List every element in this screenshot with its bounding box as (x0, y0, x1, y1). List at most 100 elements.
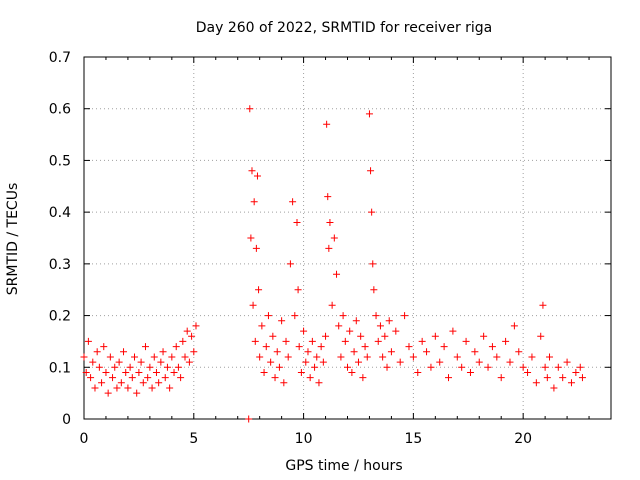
data-point (278, 317, 286, 325)
data-point (368, 208, 376, 216)
data-point (337, 353, 345, 361)
data-point (109, 374, 117, 382)
data-point (87, 374, 95, 382)
data-point (100, 343, 108, 351)
data-point (84, 337, 92, 345)
x-axis-label: GPS time / hours (285, 458, 402, 474)
data-point (190, 348, 198, 356)
data-point (282, 337, 290, 345)
data-point (497, 374, 505, 382)
data-point (245, 415, 253, 423)
data-point (135, 368, 143, 376)
data-point (325, 244, 333, 252)
data-point (319, 358, 327, 366)
y-tick-label: 0.3 (49, 257, 71, 273)
data-point (260, 368, 268, 376)
data-point (120, 348, 128, 356)
data-point (381, 332, 389, 340)
data-point (431, 332, 439, 340)
data-point (252, 244, 260, 252)
data-point (359, 374, 367, 382)
data-point (128, 374, 136, 382)
data-point (323, 120, 331, 128)
data-point (414, 368, 422, 376)
data-point (246, 105, 254, 113)
y-tick-label: 0.7 (49, 50, 71, 66)
data-point (392, 327, 400, 335)
data-point (256, 353, 264, 361)
data-point (157, 358, 165, 366)
data-point (152, 368, 160, 376)
data-point (383, 363, 391, 371)
y-tick-label: 0.2 (49, 309, 71, 325)
data-point (255, 286, 263, 294)
data-point (271, 374, 279, 382)
data-point (352, 317, 360, 325)
data-point (379, 353, 387, 361)
data-point (502, 337, 510, 345)
data-point (546, 353, 554, 361)
data-point (440, 343, 448, 351)
data-point (396, 358, 404, 366)
data-point (111, 363, 119, 371)
data-point (409, 353, 417, 361)
data-point (258, 322, 266, 330)
data-point (133, 389, 141, 397)
data-point (324, 193, 332, 201)
data-point (113, 384, 121, 392)
data-point (249, 301, 257, 309)
data-point (532, 379, 540, 387)
data-point (475, 358, 483, 366)
data-point (148, 384, 156, 392)
data-point (339, 312, 347, 320)
data-point (139, 379, 147, 387)
data-point (387, 348, 395, 356)
data-point (150, 353, 158, 361)
data-point (172, 343, 180, 351)
data-point (572, 368, 580, 376)
data-point (401, 312, 409, 320)
data-point (576, 363, 584, 371)
data-point (445, 374, 453, 382)
tick-layer: 0 0.1 0.2 0.3 0.4 0.5 0.6 0.7 0 5 10 15 20 (49, 50, 611, 447)
data-point (306, 374, 314, 382)
data-point (253, 172, 261, 180)
data-point (322, 332, 330, 340)
data-point (524, 368, 532, 376)
data-point (341, 337, 349, 345)
x-tick-label: 15 (404, 431, 422, 447)
data-point (330, 234, 338, 242)
chart-title: Day 260 of 2022, SRMTID for receiver rig… (196, 20, 493, 36)
y-tick-label: 0.4 (49, 205, 71, 221)
data-point (267, 358, 275, 366)
data-point (289, 198, 297, 206)
data-point (515, 348, 523, 356)
data-point (335, 322, 343, 330)
data-point (361, 343, 369, 351)
data-point (488, 343, 496, 351)
data-point (126, 363, 134, 371)
data-point (315, 379, 323, 387)
data-point (480, 332, 488, 340)
data-point (251, 337, 259, 345)
data-point (98, 379, 106, 387)
data-point (449, 327, 457, 335)
y-tick-label: 0.1 (49, 360, 71, 376)
data-point (141, 343, 149, 351)
data-point (363, 353, 371, 361)
data-point (453, 353, 461, 361)
y-axis-label: SRMTID / TECUs (5, 183, 21, 296)
x-tick-label: 10 (295, 431, 313, 447)
data-point (269, 332, 277, 340)
data-point (471, 348, 479, 356)
data-point (137, 358, 145, 366)
data-point (131, 353, 139, 361)
data-point (275, 363, 283, 371)
data-point (89, 358, 97, 366)
data-point (311, 363, 319, 371)
data-point (357, 332, 365, 340)
data-point (104, 389, 112, 397)
data-point (462, 337, 470, 345)
data-point (192, 322, 200, 330)
data-point (163, 363, 171, 371)
